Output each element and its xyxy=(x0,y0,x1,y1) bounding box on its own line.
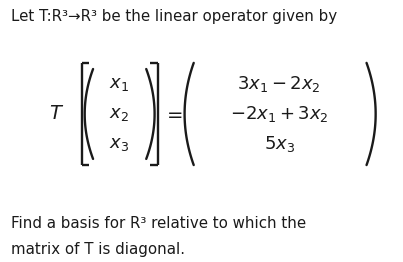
Text: $\mathit{T}$: $\mathit{T}$ xyxy=(50,105,64,123)
Text: $5x_3$: $5x_3$ xyxy=(264,134,295,154)
Text: $-2x_1+3x_2$: $-2x_1+3x_2$ xyxy=(230,104,328,124)
Text: $=$: $=$ xyxy=(163,105,183,123)
Text: Let T:R³→R³ be the linear operator given by: Let T:R³→R³ be the linear operator given… xyxy=(11,9,338,24)
Text: $x_2$: $x_2$ xyxy=(109,105,129,123)
Text: $x_3$: $x_3$ xyxy=(109,135,129,153)
Text: matrix of T is diagonal.: matrix of T is diagonal. xyxy=(11,242,185,257)
Text: $3x_1-2x_2$: $3x_1-2x_2$ xyxy=(237,74,321,94)
Text: $x_1$: $x_1$ xyxy=(109,75,129,93)
Text: Find a basis for R³ relative to which the: Find a basis for R³ relative to which th… xyxy=(11,216,307,231)
